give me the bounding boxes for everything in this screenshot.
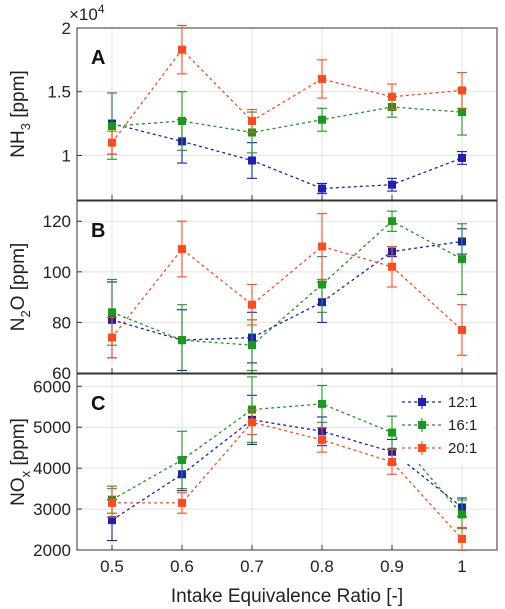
- legend-entry: 12:1: [402, 394, 477, 411]
- data-point: [388, 217, 396, 226]
- panel-letter: C: [91, 393, 105, 415]
- data-point: [388, 180, 396, 189]
- x-tick-label: 0.5: [100, 557, 124, 576]
- panel-frame: [76, 200, 498, 374]
- series-20-1: [107, 409, 467, 551]
- y-tick-label: 4000: [33, 459, 71, 478]
- data-point: [178, 455, 186, 464]
- x-tick-label: 1: [457, 557, 466, 576]
- data-point: [108, 498, 116, 507]
- series-20-1: [107, 24, 467, 155]
- exponent-label: ×104: [69, 2, 105, 24]
- y-tick-label: 80: [52, 313, 71, 332]
- y-axis-title: NH3 [ppm]: [8, 70, 33, 158]
- data-point: [248, 156, 256, 165]
- data-point: [458, 255, 466, 264]
- data-point: [318, 184, 326, 193]
- data-point: [178, 245, 186, 254]
- data-point: [318, 435, 326, 444]
- x-tick-label: 0.6: [170, 557, 194, 576]
- legend-marker: [418, 421, 426, 429]
- data-point: [178, 336, 186, 345]
- legend: 12:1 16:1 20:1: [397, 387, 493, 464]
- legend-label: 20:1: [448, 440, 477, 457]
- series-line: [111, 48, 463, 144]
- legend-label: 16:1: [448, 417, 477, 434]
- y-tick-label: 60: [52, 364, 71, 383]
- data-point: [388, 262, 396, 271]
- legend-entry: 16:1: [402, 417, 477, 434]
- y-tick-label: 1.5: [47, 83, 71, 102]
- y-tick-label: 2: [62, 19, 71, 38]
- data-point: [178, 45, 186, 54]
- y-tick-label: 2000: [33, 541, 71, 560]
- data-point: [388, 428, 396, 437]
- data-point: [458, 86, 466, 95]
- data-point: [108, 333, 116, 342]
- data-point: [178, 117, 186, 126]
- data-point: [458, 153, 466, 162]
- x-tick-label: 0.7: [240, 557, 264, 576]
- panel-b: 60 80 100 120 B N2O [ppm]: [8, 200, 498, 383]
- y-tick-label: 6000: [33, 377, 71, 396]
- data-point: [318, 280, 326, 289]
- y-tick-label: 3000: [33, 500, 71, 519]
- data-point: [248, 418, 256, 427]
- data-point: [108, 308, 116, 317]
- panel-a: 1 1.5 2 A ×104 NH3 [ppm]: [8, 2, 498, 201]
- series-line: [112, 421, 463, 540]
- data-point: [388, 458, 396, 466]
- data-point: [458, 326, 466, 334]
- y-tick-label: 5000: [33, 418, 71, 437]
- panel-frame: [76, 27, 498, 201]
- panel-background: [77, 28, 497, 200]
- data-point: [458, 510, 466, 519]
- data-point: [318, 399, 326, 408]
- legend-entry: 20:1: [402, 440, 477, 457]
- panel-letter: B: [91, 220, 105, 242]
- series-line: [111, 245, 463, 339]
- data-point: [388, 92, 396, 101]
- data-point: [318, 74, 326, 83]
- y-tick-label: 120: [43, 212, 71, 231]
- panel-background: [77, 201, 497, 373]
- series-line: [111, 122, 463, 190]
- series-line: [111, 240, 463, 341]
- data-point: [248, 341, 256, 350]
- legend-label: 12:1: [448, 394, 477, 411]
- series-line: [111, 220, 463, 346]
- data-point: [178, 498, 186, 507]
- series-20-1: [107, 213, 467, 359]
- legend-marker: [418, 398, 426, 406]
- x-axis-title: Intake Equivalence Ratio [-]: [171, 586, 403, 607]
- legend-box: [397, 387, 493, 464]
- y-tick-label: 100: [43, 263, 71, 282]
- panel-letter: A: [91, 47, 105, 69]
- x-tick-label: 0.8: [310, 557, 334, 576]
- data-point: [318, 115, 326, 124]
- data-point: [458, 534, 466, 543]
- y-axis-title: NOx [ppm]: [8, 418, 33, 506]
- x-tick-label: 0.9: [380, 557, 404, 576]
- data-point: [108, 138, 116, 147]
- panel-frame: [76, 373, 498, 551]
- y-axis-title: N2O [ppm]: [8, 243, 33, 332]
- data-point: [458, 108, 466, 117]
- data-point: [248, 300, 256, 309]
- legend-marker: [418, 444, 426, 452]
- data-point: [248, 117, 256, 126]
- series-line: [111, 106, 463, 134]
- y-tick-label: 1: [62, 146, 71, 165]
- data-point: [318, 242, 326, 251]
- data-point: [108, 122, 116, 131]
- data-point: [108, 516, 116, 525]
